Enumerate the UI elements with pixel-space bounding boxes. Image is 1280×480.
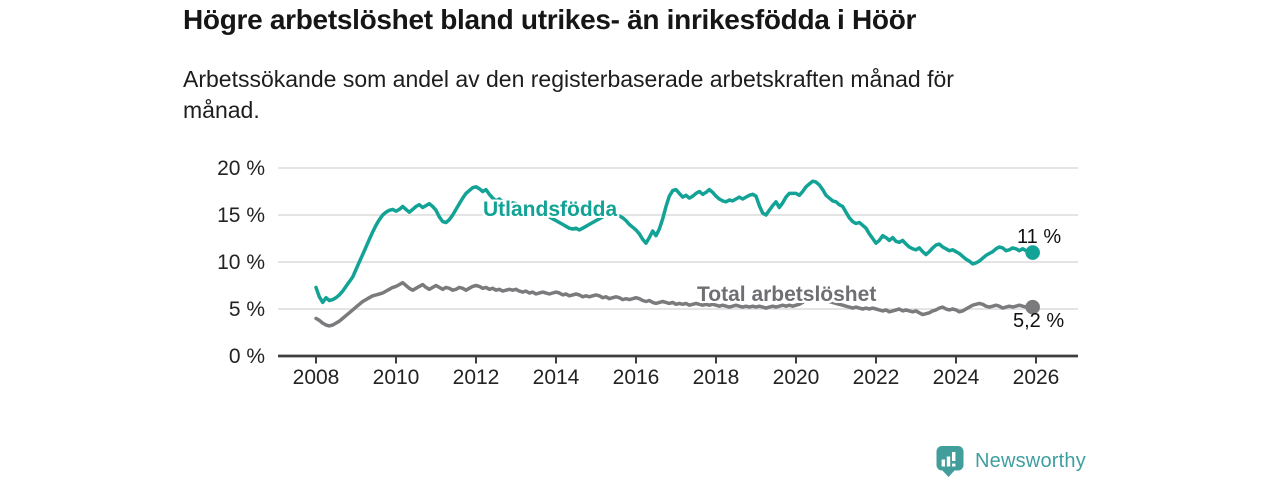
svg-text:2008: 2008 [293, 366, 340, 389]
svg-text:2016: 2016 [613, 366, 660, 389]
newsworthy-logo-text: Newsworthy [975, 450, 1086, 472]
svg-text:2012: 2012 [453, 366, 500, 389]
chart-subtitle: Arbetssökande som andel av den registerb… [183, 66, 954, 123]
newsworthy-logo-icon [936, 446, 964, 477]
svg-text:20 %: 20 % [217, 157, 265, 180]
end-value-label-total: 5,2 % [1013, 310, 1065, 332]
series-label-utlandsfodda: Utlandsfödda [483, 198, 618, 221]
newsworthy-brand: Newsworthy [936, 445, 1086, 478]
svg-text:0 %: 0 % [229, 345, 265, 368]
svg-text:2022: 2022 [853, 366, 900, 389]
chart-title: Högre arbetslöshet bland utrikes- än inr… [183, 4, 917, 35]
svg-text:2020: 2020 [773, 366, 820, 389]
svg-text:2018: 2018 [693, 366, 740, 389]
series-label-total-arbetsloshet: Total arbetslöshet [697, 283, 877, 306]
svg-text:5 %: 5 % [229, 298, 265, 321]
svg-text:15 %: 15 % [217, 204, 265, 227]
svg-text:2014: 2014 [533, 366, 580, 389]
svg-text:2024: 2024 [933, 366, 980, 389]
end-value-label-utlandsfodda: 11 % [1017, 226, 1062, 248]
svg-text:2010: 2010 [373, 366, 420, 389]
svg-text:2026: 2026 [1013, 366, 1060, 389]
svg-text:10 %: 10 % [217, 251, 265, 274]
